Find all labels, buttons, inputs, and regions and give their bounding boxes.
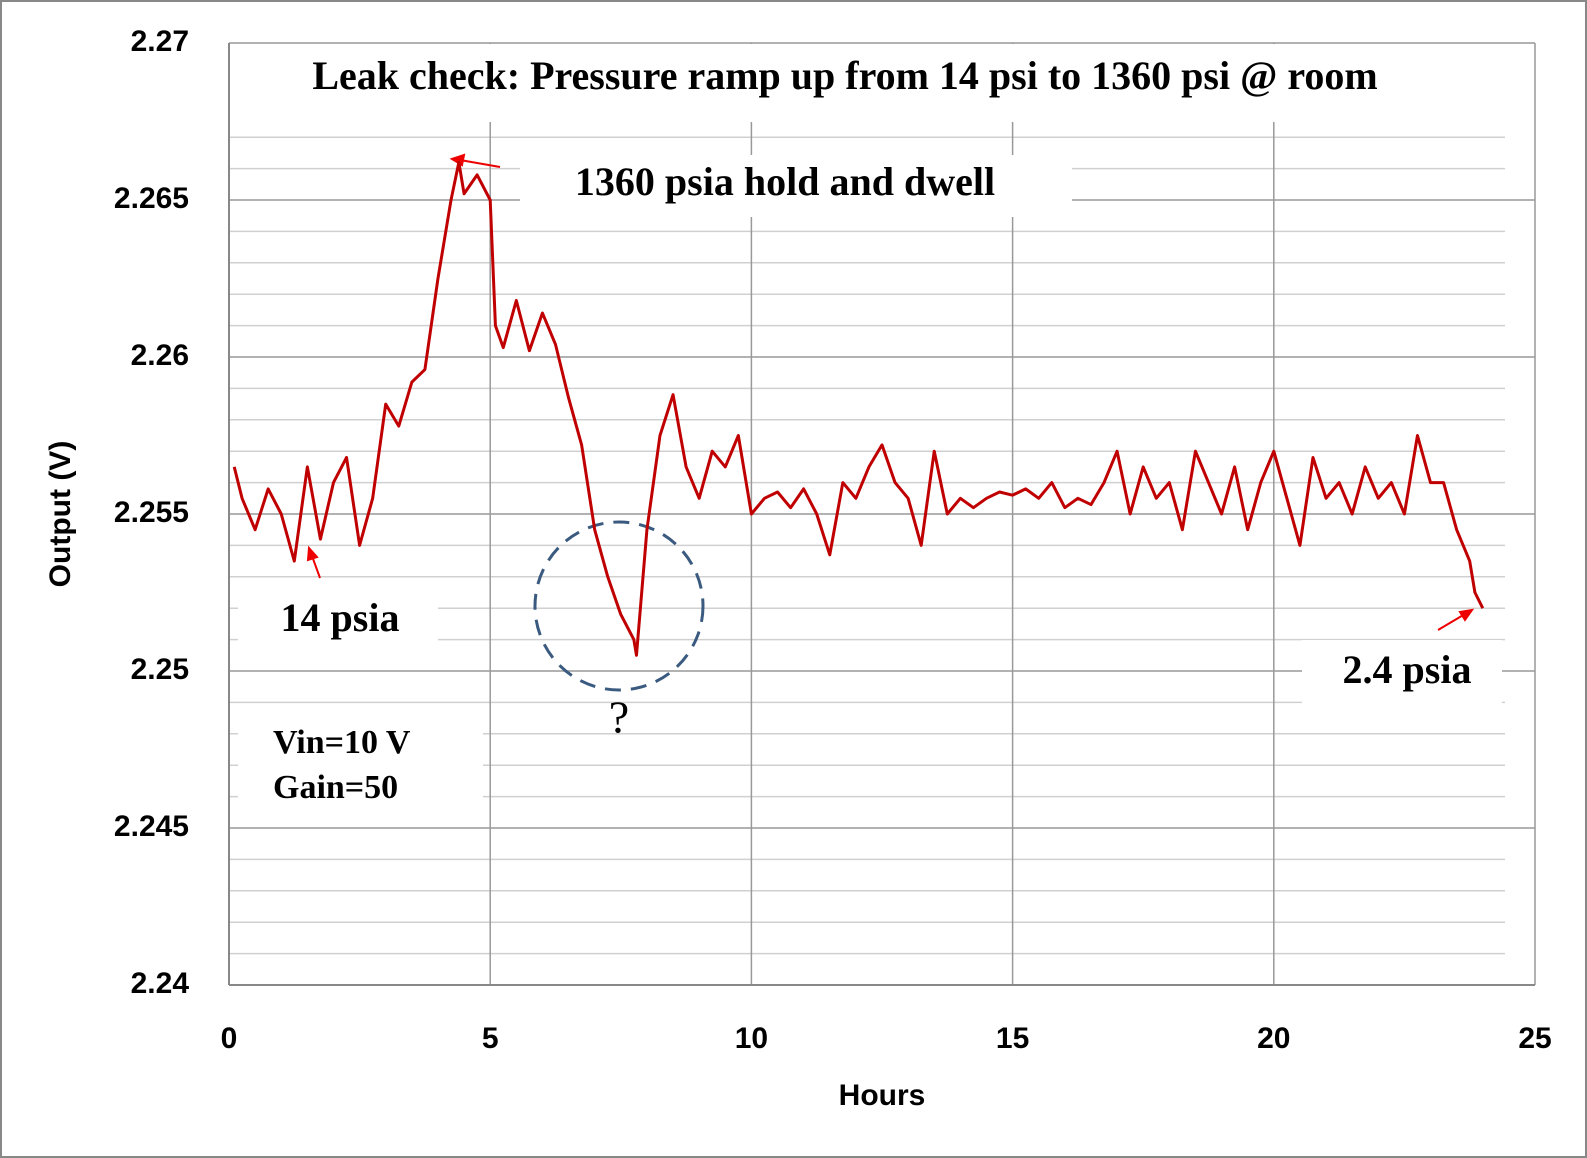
- x-tick-label: 5: [482, 1022, 499, 1055]
- arrows: [306, 153, 1475, 631]
- annotation: 14 psia: [281, 595, 400, 640]
- y-tick-label: 2.25: [131, 653, 189, 686]
- y-tick-label: 2.27: [131, 25, 189, 58]
- x-axis-label: Hours: [839, 1079, 926, 1112]
- y-tick-label: 2.265: [114, 182, 189, 215]
- annotation: Gain=50: [273, 769, 398, 806]
- annotation: Vin=10 V: [273, 724, 411, 761]
- y-tick-label: 2.24: [131, 967, 190, 1000]
- y-tick-label: 2.26: [131, 339, 189, 372]
- annotation-bg: [520, 155, 1072, 217]
- x-tick-label: 10: [735, 1022, 768, 1055]
- y-tick-label: 2.255: [114, 496, 189, 529]
- x-tick-label: 25: [1518, 1022, 1551, 1055]
- annotation: ?: [609, 692, 629, 743]
- annotation-bg: [238, 712, 483, 822]
- data-line: [232, 160, 1485, 657]
- x-tick-label: 0: [221, 1022, 238, 1055]
- annotation: 1360 psia hold and dwell: [575, 159, 995, 204]
- annotation: 2.4 psia: [1343, 647, 1472, 692]
- chart-title: Leak check: Pressure ramp up from 14 psi…: [312, 53, 1377, 98]
- y-tick-label: 2.245: [114, 810, 189, 843]
- annotation-bg: [238, 580, 438, 655]
- x-tick-label: 15: [996, 1022, 1029, 1055]
- y-axis-label: Output (V): [44, 441, 77, 588]
- annotation-bg: [1302, 640, 1502, 710]
- title-bg: [230, 44, 1534, 122]
- x-tick-label: 20: [1257, 1022, 1290, 1055]
- highlight-circle: [533, 520, 705, 692]
